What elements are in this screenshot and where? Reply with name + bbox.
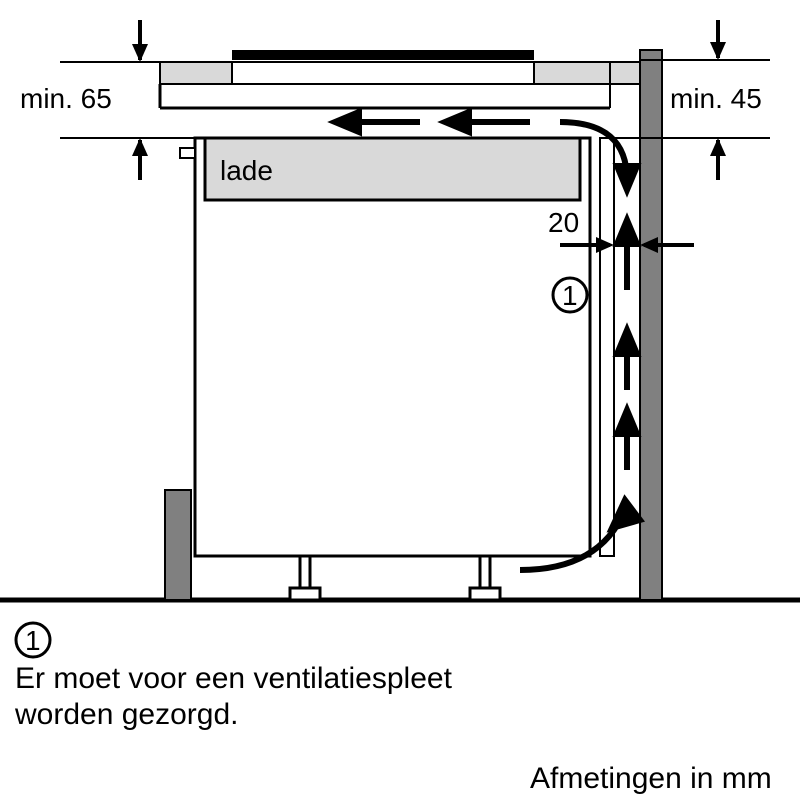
dimension-min65: min. 65 [20, 20, 200, 180]
callout-1-marker: 1 [553, 278, 587, 312]
countertop-left [160, 62, 232, 84]
left-plinth [165, 490, 191, 600]
wall-right [640, 50, 662, 600]
caption-callout-num: 1 [25, 625, 41, 656]
dim-min65-label: min. 65 [20, 83, 112, 114]
installation-diagram: lade min. 65 min. 45 [0, 0, 800, 800]
cooktop [232, 50, 534, 60]
drawer-label: lade [220, 155, 273, 186]
drawer-handle [180, 148, 195, 158]
cabinet-legs [290, 556, 500, 600]
dim-min45-label: min. 45 [670, 83, 762, 114]
svg-text:1: 1 [562, 280, 578, 311]
countertop-right [534, 62, 640, 84]
dim-gap20-label: 20 [548, 207, 579, 238]
caption-footer: Afmetingen in mm [530, 762, 772, 795]
caption-line2: worden gezorgd. [14, 698, 238, 731]
caption-line1: Er moet voor een ventilatiespleet [15, 662, 453, 695]
caption: 1 Er moet voor een ventilatiespleet word… [14, 623, 772, 795]
back-panel [600, 138, 614, 556]
dimension-min45: min. 45 [610, 20, 770, 180]
